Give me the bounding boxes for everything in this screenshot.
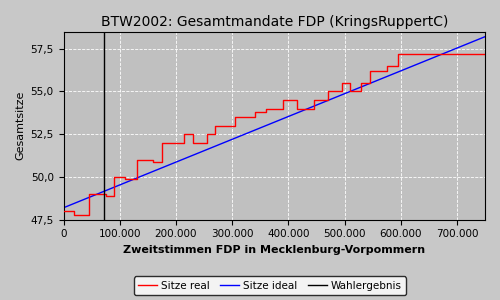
Sitze real bbox=[263, 107, 269, 110]
X-axis label: Zweitstimmen FDP in Mecklenburg-Vorpommern: Zweitstimmen FDP in Mecklenburg-Vorpomme… bbox=[123, 245, 426, 255]
Y-axis label: Gesamtsitze: Gesamtsitze bbox=[15, 91, 25, 160]
Sitze real bbox=[482, 52, 488, 56]
Sitze real bbox=[70, 213, 76, 216]
Sitze real bbox=[122, 177, 128, 181]
Line: Sitze real: Sitze real bbox=[64, 54, 485, 214]
Sitze real bbox=[204, 141, 210, 145]
Sitze real bbox=[294, 98, 300, 102]
Legend: Sitze real, Sitze ideal, Wahlergebnis: Sitze real, Sitze ideal, Wahlergebnis bbox=[134, 277, 406, 295]
Sitze real bbox=[324, 98, 330, 102]
Title: BTW2002: Gesamtmandate FDP (KringsRuppertC): BTW2002: Gesamtmandate FDP (KringsRupper… bbox=[100, 15, 448, 29]
Sitze real bbox=[395, 52, 401, 56]
Sitze real bbox=[280, 98, 285, 102]
Sitze real bbox=[60, 209, 66, 213]
